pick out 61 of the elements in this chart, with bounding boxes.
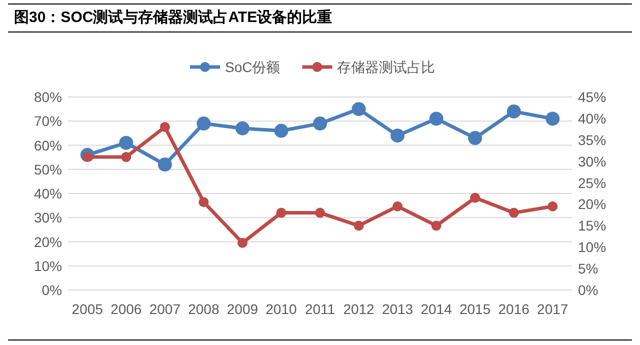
- point: [392, 201, 403, 212]
- point: [470, 192, 480, 203]
- point: [548, 201, 558, 212]
- point: [235, 121, 250, 136]
- point: [390, 128, 405, 143]
- x-tick-label: 2015: [460, 301, 491, 317]
- y2-tick-label: 0%: [578, 282, 598, 298]
- point: [508, 208, 519, 218]
- legend-label: SoC份额: [225, 59, 280, 75]
- point: [313, 116, 327, 131]
- legend-item: SoC份额: [190, 59, 280, 75]
- x-tick-label: 2008: [188, 301, 220, 317]
- x-tick-label: 2010: [266, 301, 298, 317]
- y-tick-label: 0%: [42, 282, 62, 298]
- x-tick-label: 2007: [149, 301, 181, 317]
- point: [121, 152, 132, 162]
- point: [315, 208, 325, 218]
- point: [354, 220, 364, 231]
- y2-tick-label: 15%: [578, 218, 606, 234]
- point: [198, 197, 209, 208]
- x-tick-label: 2006: [110, 301, 142, 317]
- point: [468, 131, 482, 146]
- point: [546, 112, 560, 126]
- x-tick-label: 2009: [226, 301, 258, 317]
- point: [274, 124, 288, 138]
- point: [196, 116, 211, 131]
- y-tick-label: 80%: [34, 89, 62, 105]
- legend-item: 存储器测试占比: [302, 59, 436, 75]
- x-tick-label: 2016: [498, 301, 530, 317]
- x-tick-label: 2005: [72, 301, 104, 317]
- y2-tick-label: 45%: [578, 89, 606, 105]
- y2-tick-label: 35%: [578, 132, 606, 148]
- point: [160, 122, 170, 132]
- y-tick-label: 30%: [34, 210, 62, 226]
- y2-tick-label: 20%: [578, 196, 606, 212]
- point: [119, 136, 134, 150]
- y-tick-label: 10%: [34, 258, 62, 274]
- y2-tick-label: 10%: [578, 239, 606, 256]
- y-tick-label: 20%: [34, 234, 62, 250]
- y2-tick-label: 30%: [578, 153, 606, 170]
- point: [276, 208, 286, 218]
- y-tick-label: 60%: [34, 137, 62, 154]
- point: [429, 112, 444, 126]
- x-tick-label: 2013: [382, 301, 414, 317]
- point: [158, 158, 172, 172]
- title: 图30：SOC测试与存储器测试占ATE设备的比重: [14, 9, 332, 26]
- x-tick-label: 2017: [537, 301, 568, 317]
- legend-label: 存储器测试占比: [337, 59, 436, 75]
- y2-tick-label: 40%: [578, 110, 606, 126]
- point: [431, 220, 442, 231]
- y-tick-label: 50%: [34, 161, 62, 178]
- y-tick-label: 40%: [34, 186, 62, 202]
- point: [352, 102, 366, 116]
- point: [506, 104, 521, 118]
- point: [237, 238, 248, 248]
- x-tick-label: 2012: [343, 301, 375, 317]
- y2-tick-label: 25%: [578, 174, 606, 191]
- y-tick-label: 70%: [34, 113, 62, 130]
- x-tick-label: 2011: [304, 301, 336, 317]
- x-tick-label: 2014: [420, 301, 452, 317]
- y2-tick-label: 5%: [578, 260, 598, 277]
